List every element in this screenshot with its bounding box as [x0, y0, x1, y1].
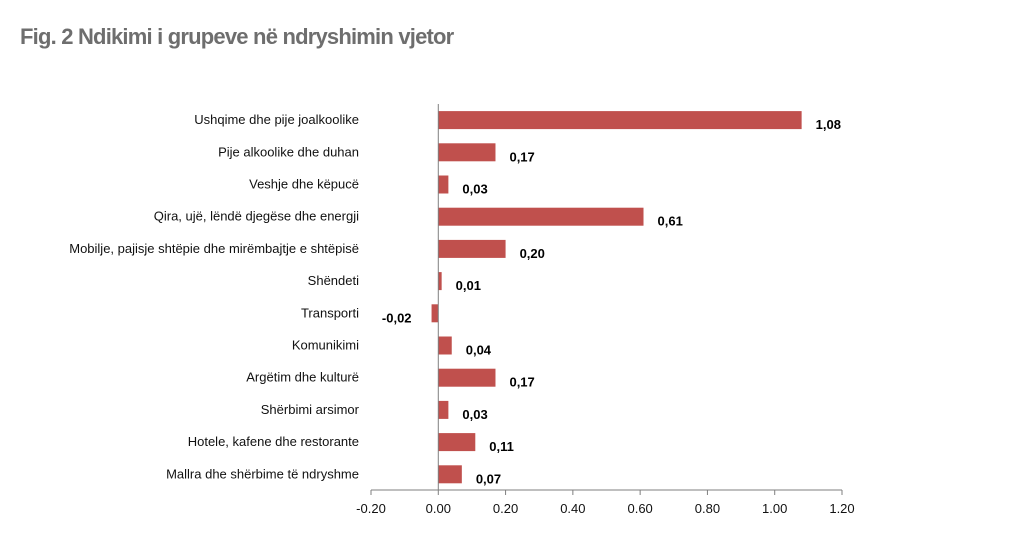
x-tick-label-0: -0.20 [356, 501, 386, 516]
x-tick-label-7: 1.20 [829, 501, 854, 516]
category-label-4: Mobilje, pajisje shtëpie dhe mirëmbajtje… [69, 241, 359, 256]
category-label-5: Shëndeti [308, 273, 359, 288]
bar-6 [431, 304, 439, 323]
bar-9 [438, 400, 449, 419]
category-label-2: Veshje dhe këpucë [249, 177, 359, 192]
value-label-9: 0,03 [462, 407, 487, 422]
category-label-0: Ushqime dhe pije joalkoolike [194, 112, 359, 127]
value-label-5: 0,01 [456, 278, 481, 293]
bar-11 [438, 465, 462, 484]
value-label-1: 0,17 [509, 149, 534, 164]
value-label-11: 0,07 [476, 471, 501, 486]
category-label-1: Pije alkoolike dhe duhan [218, 144, 359, 159]
value-label-4: 0,20 [520, 246, 545, 261]
x-tick-label-4: 0.60 [627, 501, 652, 516]
x-tick-label-1: 0.00 [426, 501, 451, 516]
category-label-6: Transporti [301, 305, 359, 320]
value-label-7: 0,04 [466, 343, 492, 358]
chart-title: Fig. 2 Ndikimi i grupeve në ndryshimin v… [20, 24, 454, 49]
bar-0 [438, 111, 802, 130]
category-label-3: Qira, ujë, lëndë djegëse dhe energji [154, 209, 359, 224]
value-label-6: -0,02 [382, 310, 412, 325]
category-label-11: Mallra dhe shërbime të ndryshme [166, 466, 359, 481]
category-label-8: Argëtim dhe kulturë [246, 370, 359, 385]
value-label-0: 1,08 [816, 117, 841, 132]
bar-8 [438, 368, 496, 387]
bar-1 [438, 143, 496, 162]
value-label-8: 0,17 [509, 375, 534, 390]
bar-3 [438, 207, 644, 226]
x-tick-label-5: 0.80 [695, 501, 720, 516]
bar-7 [438, 336, 452, 355]
x-tick-label-2: 0.20 [493, 501, 518, 516]
bar-4 [438, 239, 506, 258]
value-label-2: 0,03 [462, 182, 487, 197]
value-label-10: 0,11 [489, 439, 514, 454]
bar-5 [438, 272, 442, 291]
x-tick-label-6: 1.00 [762, 501, 787, 516]
bar-2 [438, 175, 449, 194]
category-label-10: Hotele, kafene dhe restorante [188, 434, 359, 449]
category-label-9: Shërbimi arsimor [261, 402, 360, 417]
bar-10 [438, 433, 476, 452]
value-label-3: 0,61 [658, 214, 683, 229]
category-label-7: Komunikimi [292, 338, 359, 353]
x-tick-label-3: 0.40 [560, 501, 585, 516]
